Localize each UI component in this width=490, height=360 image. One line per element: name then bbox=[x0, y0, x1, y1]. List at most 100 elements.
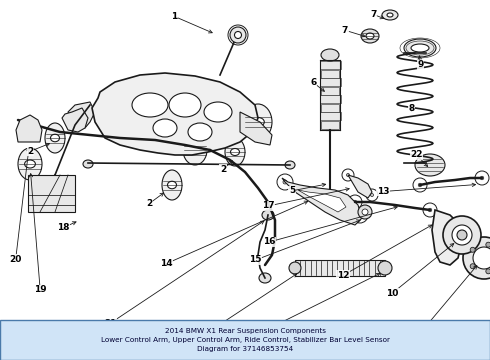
Polygon shape bbox=[432, 210, 462, 265]
Ellipse shape bbox=[262, 210, 274, 220]
Bar bbox=[319, 61, 341, 69]
Polygon shape bbox=[295, 260, 385, 276]
Ellipse shape bbox=[457, 230, 467, 240]
Ellipse shape bbox=[162, 170, 182, 200]
Polygon shape bbox=[28, 175, 75, 212]
Bar bbox=[0, 320, 490, 360]
Ellipse shape bbox=[283, 180, 287, 184]
Ellipse shape bbox=[289, 262, 301, 274]
Ellipse shape bbox=[230, 27, 246, 43]
Bar bbox=[321, 121, 339, 129]
Ellipse shape bbox=[473, 247, 490, 269]
Ellipse shape bbox=[235, 32, 242, 39]
Ellipse shape bbox=[244, 104, 272, 140]
Polygon shape bbox=[240, 112, 272, 145]
Text: 19: 19 bbox=[34, 285, 47, 294]
Text: 6: 6 bbox=[311, 78, 317, 87]
Ellipse shape bbox=[411, 44, 429, 52]
Ellipse shape bbox=[252, 117, 264, 126]
Text: 2: 2 bbox=[147, 199, 152, 208]
Ellipse shape bbox=[236, 32, 241, 37]
Ellipse shape bbox=[418, 183, 422, 187]
Ellipse shape bbox=[404, 39, 436, 57]
Bar bbox=[321, 104, 339, 112]
Ellipse shape bbox=[470, 247, 475, 252]
Ellipse shape bbox=[358, 205, 372, 219]
Text: 4: 4 bbox=[251, 331, 258, 340]
Text: 22: 22 bbox=[410, 150, 423, 159]
Ellipse shape bbox=[169, 93, 201, 117]
Ellipse shape bbox=[366, 33, 374, 39]
Text: 18: 18 bbox=[57, 223, 70, 232]
Text: 2014 BMW X1 Rear Suspension Components
Lower Control Arm, Upper Control Arm, Rid: 2014 BMW X1 Rear Suspension Components L… bbox=[100, 328, 390, 351]
Ellipse shape bbox=[230, 149, 240, 156]
Ellipse shape bbox=[353, 200, 357, 204]
Ellipse shape bbox=[153, 119, 177, 137]
Bar bbox=[319, 112, 341, 121]
Ellipse shape bbox=[132, 93, 168, 117]
Ellipse shape bbox=[387, 13, 393, 17]
Ellipse shape bbox=[452, 225, 472, 245]
Text: 13: 13 bbox=[377, 187, 390, 196]
Ellipse shape bbox=[362, 209, 368, 215]
Text: 16: 16 bbox=[263, 238, 276, 247]
Text: 7: 7 bbox=[370, 10, 377, 19]
Ellipse shape bbox=[423, 203, 437, 217]
Text: 10: 10 bbox=[386, 289, 398, 298]
Ellipse shape bbox=[475, 171, 489, 185]
Ellipse shape bbox=[225, 138, 245, 166]
Text: 9: 9 bbox=[417, 60, 424, 69]
Text: 5: 5 bbox=[289, 186, 295, 195]
Text: 3: 3 bbox=[208, 326, 214, 335]
Text: 2: 2 bbox=[220, 165, 226, 174]
Text: 11: 11 bbox=[416, 326, 429, 335]
Polygon shape bbox=[16, 115, 42, 142]
Polygon shape bbox=[92, 73, 258, 155]
Ellipse shape bbox=[361, 29, 379, 43]
Ellipse shape bbox=[413, 178, 427, 192]
Ellipse shape bbox=[24, 160, 35, 168]
Text: 8: 8 bbox=[409, 104, 415, 113]
Ellipse shape bbox=[463, 237, 490, 279]
Bar bbox=[319, 78, 341, 86]
Polygon shape bbox=[348, 175, 372, 198]
Ellipse shape bbox=[277, 174, 293, 190]
Ellipse shape bbox=[366, 189, 378, 201]
Polygon shape bbox=[62, 108, 88, 132]
Ellipse shape bbox=[183, 135, 207, 165]
Ellipse shape bbox=[190, 146, 200, 154]
Ellipse shape bbox=[382, 10, 398, 20]
Text: 1: 1 bbox=[171, 12, 177, 21]
Text: 2: 2 bbox=[27, 147, 33, 156]
Ellipse shape bbox=[188, 123, 212, 141]
Ellipse shape bbox=[480, 176, 484, 180]
Ellipse shape bbox=[259, 273, 271, 283]
Ellipse shape bbox=[50, 134, 59, 142]
Bar bbox=[321, 87, 339, 95]
Ellipse shape bbox=[285, 161, 295, 169]
Text: 15: 15 bbox=[249, 256, 262, 264]
Ellipse shape bbox=[83, 160, 93, 168]
Polygon shape bbox=[282, 178, 362, 225]
Ellipse shape bbox=[352, 207, 368, 223]
Polygon shape bbox=[68, 102, 95, 128]
Text: 7: 7 bbox=[342, 26, 348, 35]
Ellipse shape bbox=[342, 169, 354, 181]
Ellipse shape bbox=[378, 261, 392, 275]
Text: 21: 21 bbox=[104, 319, 117, 328]
Ellipse shape bbox=[428, 208, 432, 212]
Text: 17: 17 bbox=[262, 202, 275, 211]
Ellipse shape bbox=[204, 102, 232, 122]
Ellipse shape bbox=[486, 269, 490, 274]
Ellipse shape bbox=[486, 242, 490, 247]
Ellipse shape bbox=[470, 264, 475, 269]
Text: 12: 12 bbox=[337, 271, 349, 280]
Bar bbox=[319, 95, 341, 103]
Ellipse shape bbox=[228, 25, 248, 45]
Ellipse shape bbox=[443, 216, 481, 254]
Ellipse shape bbox=[168, 181, 176, 189]
Text: 14: 14 bbox=[160, 259, 173, 268]
Bar bbox=[321, 69, 339, 77]
Ellipse shape bbox=[370, 194, 373, 197]
Ellipse shape bbox=[45, 123, 65, 153]
